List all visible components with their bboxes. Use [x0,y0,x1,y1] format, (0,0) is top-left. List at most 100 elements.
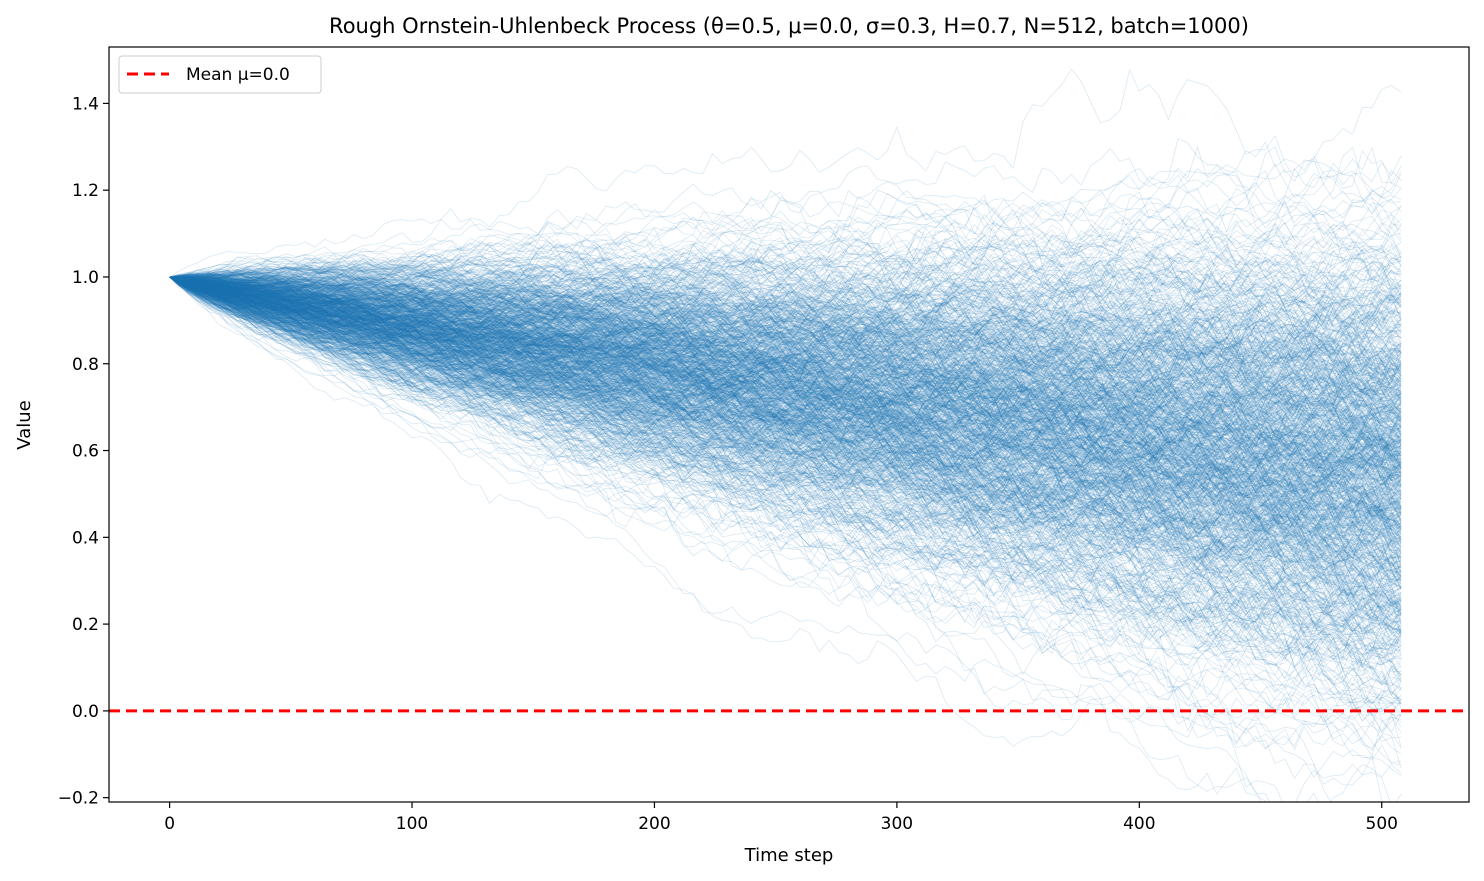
series-path [169,244,1402,354]
series-path [169,276,1402,513]
series-path [169,266,1402,344]
series-path [169,276,1402,457]
series-path [169,276,1402,733]
series-path [169,276,1402,509]
series-path [169,276,1402,499]
series-path [169,276,1402,386]
series-path [169,276,1402,559]
series-path [169,276,1402,517]
series-path [169,276,1402,607]
series-path [169,276,1402,494]
series-path [169,276,1402,536]
series-path [169,276,1402,409]
series-path [169,276,1402,496]
series-path [169,276,1402,453]
series-path [169,276,1402,458]
series-path [169,269,1402,380]
series-path [169,276,1402,568]
series-path [169,276,1402,513]
series-path [169,276,1402,621]
series-path [169,276,1402,661]
series-path [169,276,1402,473]
series-path [169,210,1402,302]
series-path [169,275,1402,374]
series-path [169,276,1402,466]
series-path [169,208,1402,293]
series-path [169,276,1402,554]
series-path [169,275,1402,469]
series-path [169,276,1402,503]
series-path [169,272,1402,392]
series-path [169,264,1402,438]
series-path [169,276,1402,509]
series-path [169,276,1402,419]
series-path [169,276,1402,480]
series-path [169,276,1402,432]
y-tick-label: 1.0 [72,268,99,288]
series-path [169,269,1402,333]
series-path [169,276,1402,599]
series-path [169,276,1402,396]
series-path [169,276,1402,631]
series-path [169,276,1402,518]
series-path [169,276,1402,411]
series-path [169,276,1402,520]
series-path [169,276,1402,402]
series-path [169,276,1402,686]
series-path [169,276,1402,371]
series-path [169,232,1402,341]
series-path [169,276,1402,482]
series-path [169,276,1402,472]
series-path [169,276,1402,522]
series-path [169,276,1402,477]
series-path [169,276,1402,704]
series-path [169,276,1402,563]
series-path [169,276,1402,572]
series-path [169,169,1402,282]
series-path [169,276,1402,647]
series-path [169,276,1402,745]
series-path [169,218,1402,314]
series-path [169,230,1402,302]
legend-label-mean: Mean μ=0.0 [186,65,290,85]
y-tick-label: 0.6 [72,442,99,462]
series-path [169,276,1402,412]
x-tick-label: 500 [1366,814,1398,834]
series-path [169,276,1402,546]
series-path [169,276,1402,581]
series-path [169,276,1402,594]
series-path [169,276,1402,638]
series-path [169,272,1402,328]
series-path [169,276,1402,550]
series-path [169,260,1402,326]
series-path [169,276,1402,461]
series-path [169,276,1402,691]
series-path [169,276,1402,499]
series-path [169,276,1402,619]
series-path [169,276,1402,520]
legend: Mean μ=0.0 [118,55,322,94]
y-tick-label: 0.4 [72,528,99,548]
series-path [169,276,1402,551]
series-path [169,276,1402,636]
series-path [169,276,1402,604]
series-path [169,276,1402,679]
series-path [169,276,1402,484]
series-path [169,268,1402,371]
series-path [169,276,1402,676]
series-path [169,276,1402,534]
series-path [169,276,1402,382]
series-path [169,276,1402,583]
series-path [169,257,1402,320]
series-path [169,276,1402,583]
series-path [169,262,1402,328]
series-path [169,276,1402,458]
series-path [169,261,1402,398]
series-path [169,276,1402,376]
series-path [169,271,1402,521]
chart-title: Rough Ornstein-Uhlenbeck Process (θ=0.5,… [329,14,1249,38]
series-path [169,276,1402,473]
series-path [169,276,1402,553]
series-path [169,269,1402,407]
